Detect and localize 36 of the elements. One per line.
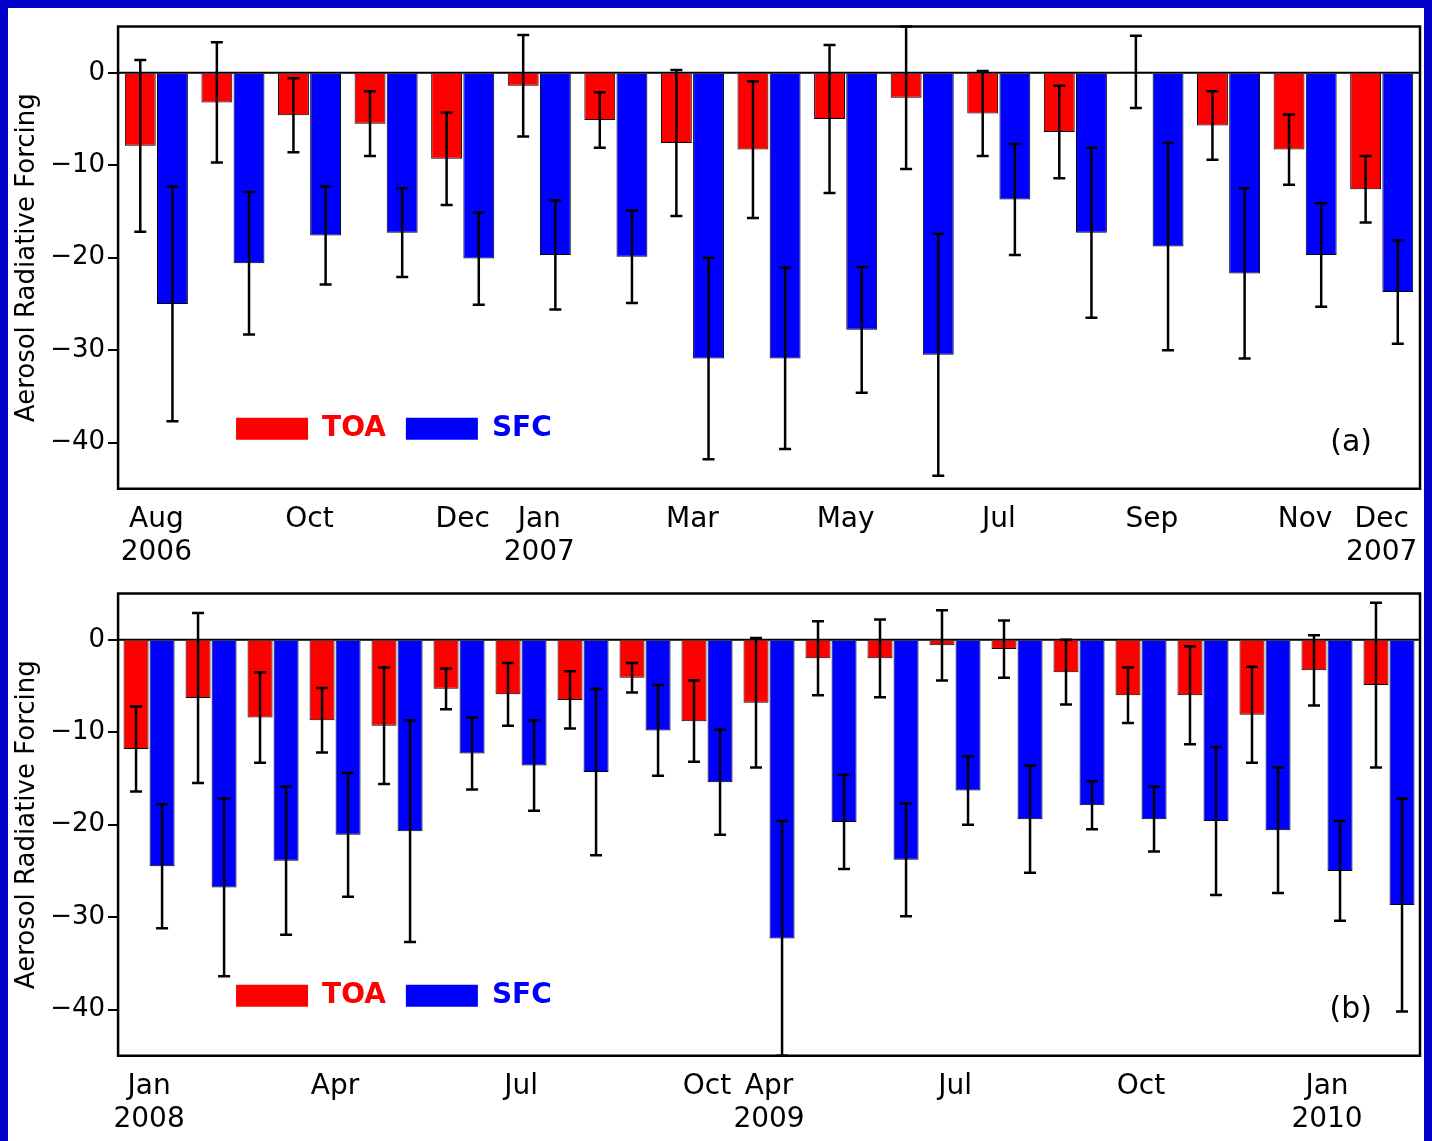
- legend-label: SFC: [491, 410, 552, 444]
- y-tick-label: −40: [50, 992, 106, 1023]
- legend-label: TOA: [322, 977, 387, 1011]
- y-tick-label: 0: [88, 622, 106, 653]
- x-tick-label: Jan 2010: [1291, 1067, 1363, 1135]
- y-tick-label: −10: [50, 715, 106, 746]
- x-tick-label: Jul: [936, 1067, 972, 1101]
- y-tick-label: −10: [50, 148, 106, 179]
- x-tick-label: Oct: [285, 500, 334, 534]
- x-tick-label: Jan 2007: [503, 500, 575, 568]
- y-tick-label: −20: [50, 807, 106, 838]
- legend-label: TOA: [322, 410, 387, 444]
- legend-label: SFC: [491, 977, 552, 1011]
- x-tick-label: Mar: [666, 500, 720, 534]
- x-tick-label: Oct: [1116, 1067, 1166, 1101]
- x-tick-label: Oct: [682, 1067, 732, 1101]
- x-tick-label: Jan 2008: [113, 1067, 185, 1135]
- x-tick-label: Apr: [310, 1067, 360, 1101]
- y-tick-label: −30: [50, 332, 106, 363]
- x-tick-label: Apr 2009: [733, 1067, 805, 1135]
- y-axis-title: Aerosol Radiative Forcing: [10, 660, 41, 990]
- annotation: (b): [1329, 989, 1372, 1025]
- y-tick-label: −20: [50, 240, 106, 271]
- x-tick-label: Nov: [1277, 500, 1333, 534]
- annotation: (a): [1330, 422, 1372, 458]
- x-tick-label: Dec: [435, 500, 490, 534]
- y-axis-title: Aerosol Radiative Forcing: [10, 93, 41, 423]
- x-tick-label: Sep: [1125, 500, 1179, 534]
- x-tick-label: Jul: [979, 500, 1016, 534]
- x-tick-label: Aug 2006: [120, 500, 192, 568]
- x-tick-label: Jul: [502, 1067, 538, 1101]
- y-tick-label: −30: [50, 899, 106, 930]
- x-tick-label: Dec 2007: [1346, 500, 1418, 568]
- y-tick-label: −40: [50, 425, 106, 456]
- x-tick-label: May: [816, 500, 875, 534]
- y-tick-label: 0: [88, 55, 106, 86]
